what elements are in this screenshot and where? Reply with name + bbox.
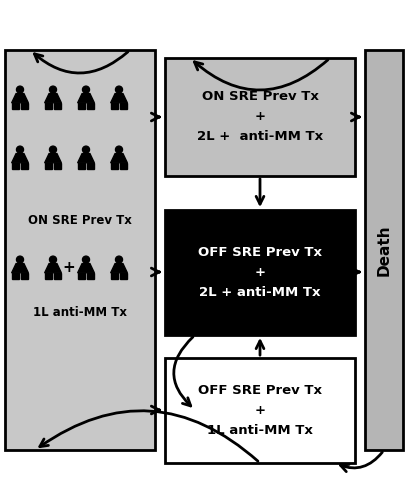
Polygon shape — [120, 163, 127, 169]
Text: Death: Death — [377, 224, 392, 276]
Circle shape — [49, 86, 57, 93]
Polygon shape — [53, 273, 61, 279]
Text: 1L anti-MM Tx: 1L anti-MM Tx — [33, 306, 127, 320]
Circle shape — [16, 146, 24, 153]
Circle shape — [115, 146, 122, 153]
Polygon shape — [111, 264, 127, 273]
Polygon shape — [111, 163, 118, 169]
Circle shape — [82, 256, 89, 263]
Polygon shape — [45, 273, 52, 279]
Polygon shape — [12, 163, 20, 169]
Polygon shape — [111, 154, 127, 163]
Circle shape — [82, 146, 89, 153]
Text: OFF SRE Prev Tx
+
2L + anti-MM Tx: OFF SRE Prev Tx + 2L + anti-MM Tx — [198, 246, 322, 299]
Polygon shape — [78, 163, 85, 169]
Circle shape — [16, 86, 24, 93]
Polygon shape — [12, 273, 20, 279]
Text: OFF SRE Prev Tx
+
1L anti-MM Tx: OFF SRE Prev Tx + 1L anti-MM Tx — [198, 384, 322, 437]
Bar — [5, 50, 155, 450]
Polygon shape — [53, 163, 61, 169]
Polygon shape — [120, 103, 127, 109]
Bar — [165, 358, 355, 463]
Polygon shape — [53, 103, 61, 109]
Polygon shape — [20, 163, 28, 169]
Polygon shape — [78, 264, 94, 273]
Polygon shape — [12, 154, 29, 163]
Polygon shape — [45, 163, 52, 169]
Text: ON SRE Prev Tx: ON SRE Prev Tx — [28, 214, 132, 226]
Polygon shape — [78, 273, 85, 279]
Text: +: + — [62, 260, 75, 276]
Polygon shape — [111, 94, 127, 103]
Polygon shape — [111, 103, 118, 109]
Polygon shape — [120, 273, 127, 279]
Polygon shape — [86, 103, 94, 109]
Bar — [165, 58, 355, 176]
Polygon shape — [12, 103, 20, 109]
Circle shape — [49, 146, 57, 153]
Circle shape — [115, 256, 122, 263]
Polygon shape — [20, 103, 28, 109]
Polygon shape — [86, 163, 94, 169]
Polygon shape — [44, 264, 61, 273]
Circle shape — [16, 256, 24, 263]
Circle shape — [115, 86, 122, 93]
Bar — [165, 210, 355, 335]
Circle shape — [82, 86, 89, 93]
Polygon shape — [111, 273, 118, 279]
Polygon shape — [44, 94, 61, 103]
Polygon shape — [12, 94, 29, 103]
Polygon shape — [20, 273, 28, 279]
Text: ON SRE Prev Tx
+
2L +  anti-MM Tx: ON SRE Prev Tx + 2L + anti-MM Tx — [197, 90, 323, 144]
Polygon shape — [78, 154, 94, 163]
Polygon shape — [44, 154, 61, 163]
Polygon shape — [45, 103, 52, 109]
Bar — [365, 50, 403, 450]
Polygon shape — [86, 273, 94, 279]
Polygon shape — [78, 103, 85, 109]
Polygon shape — [78, 94, 94, 103]
Polygon shape — [12, 264, 29, 273]
Circle shape — [49, 256, 57, 263]
